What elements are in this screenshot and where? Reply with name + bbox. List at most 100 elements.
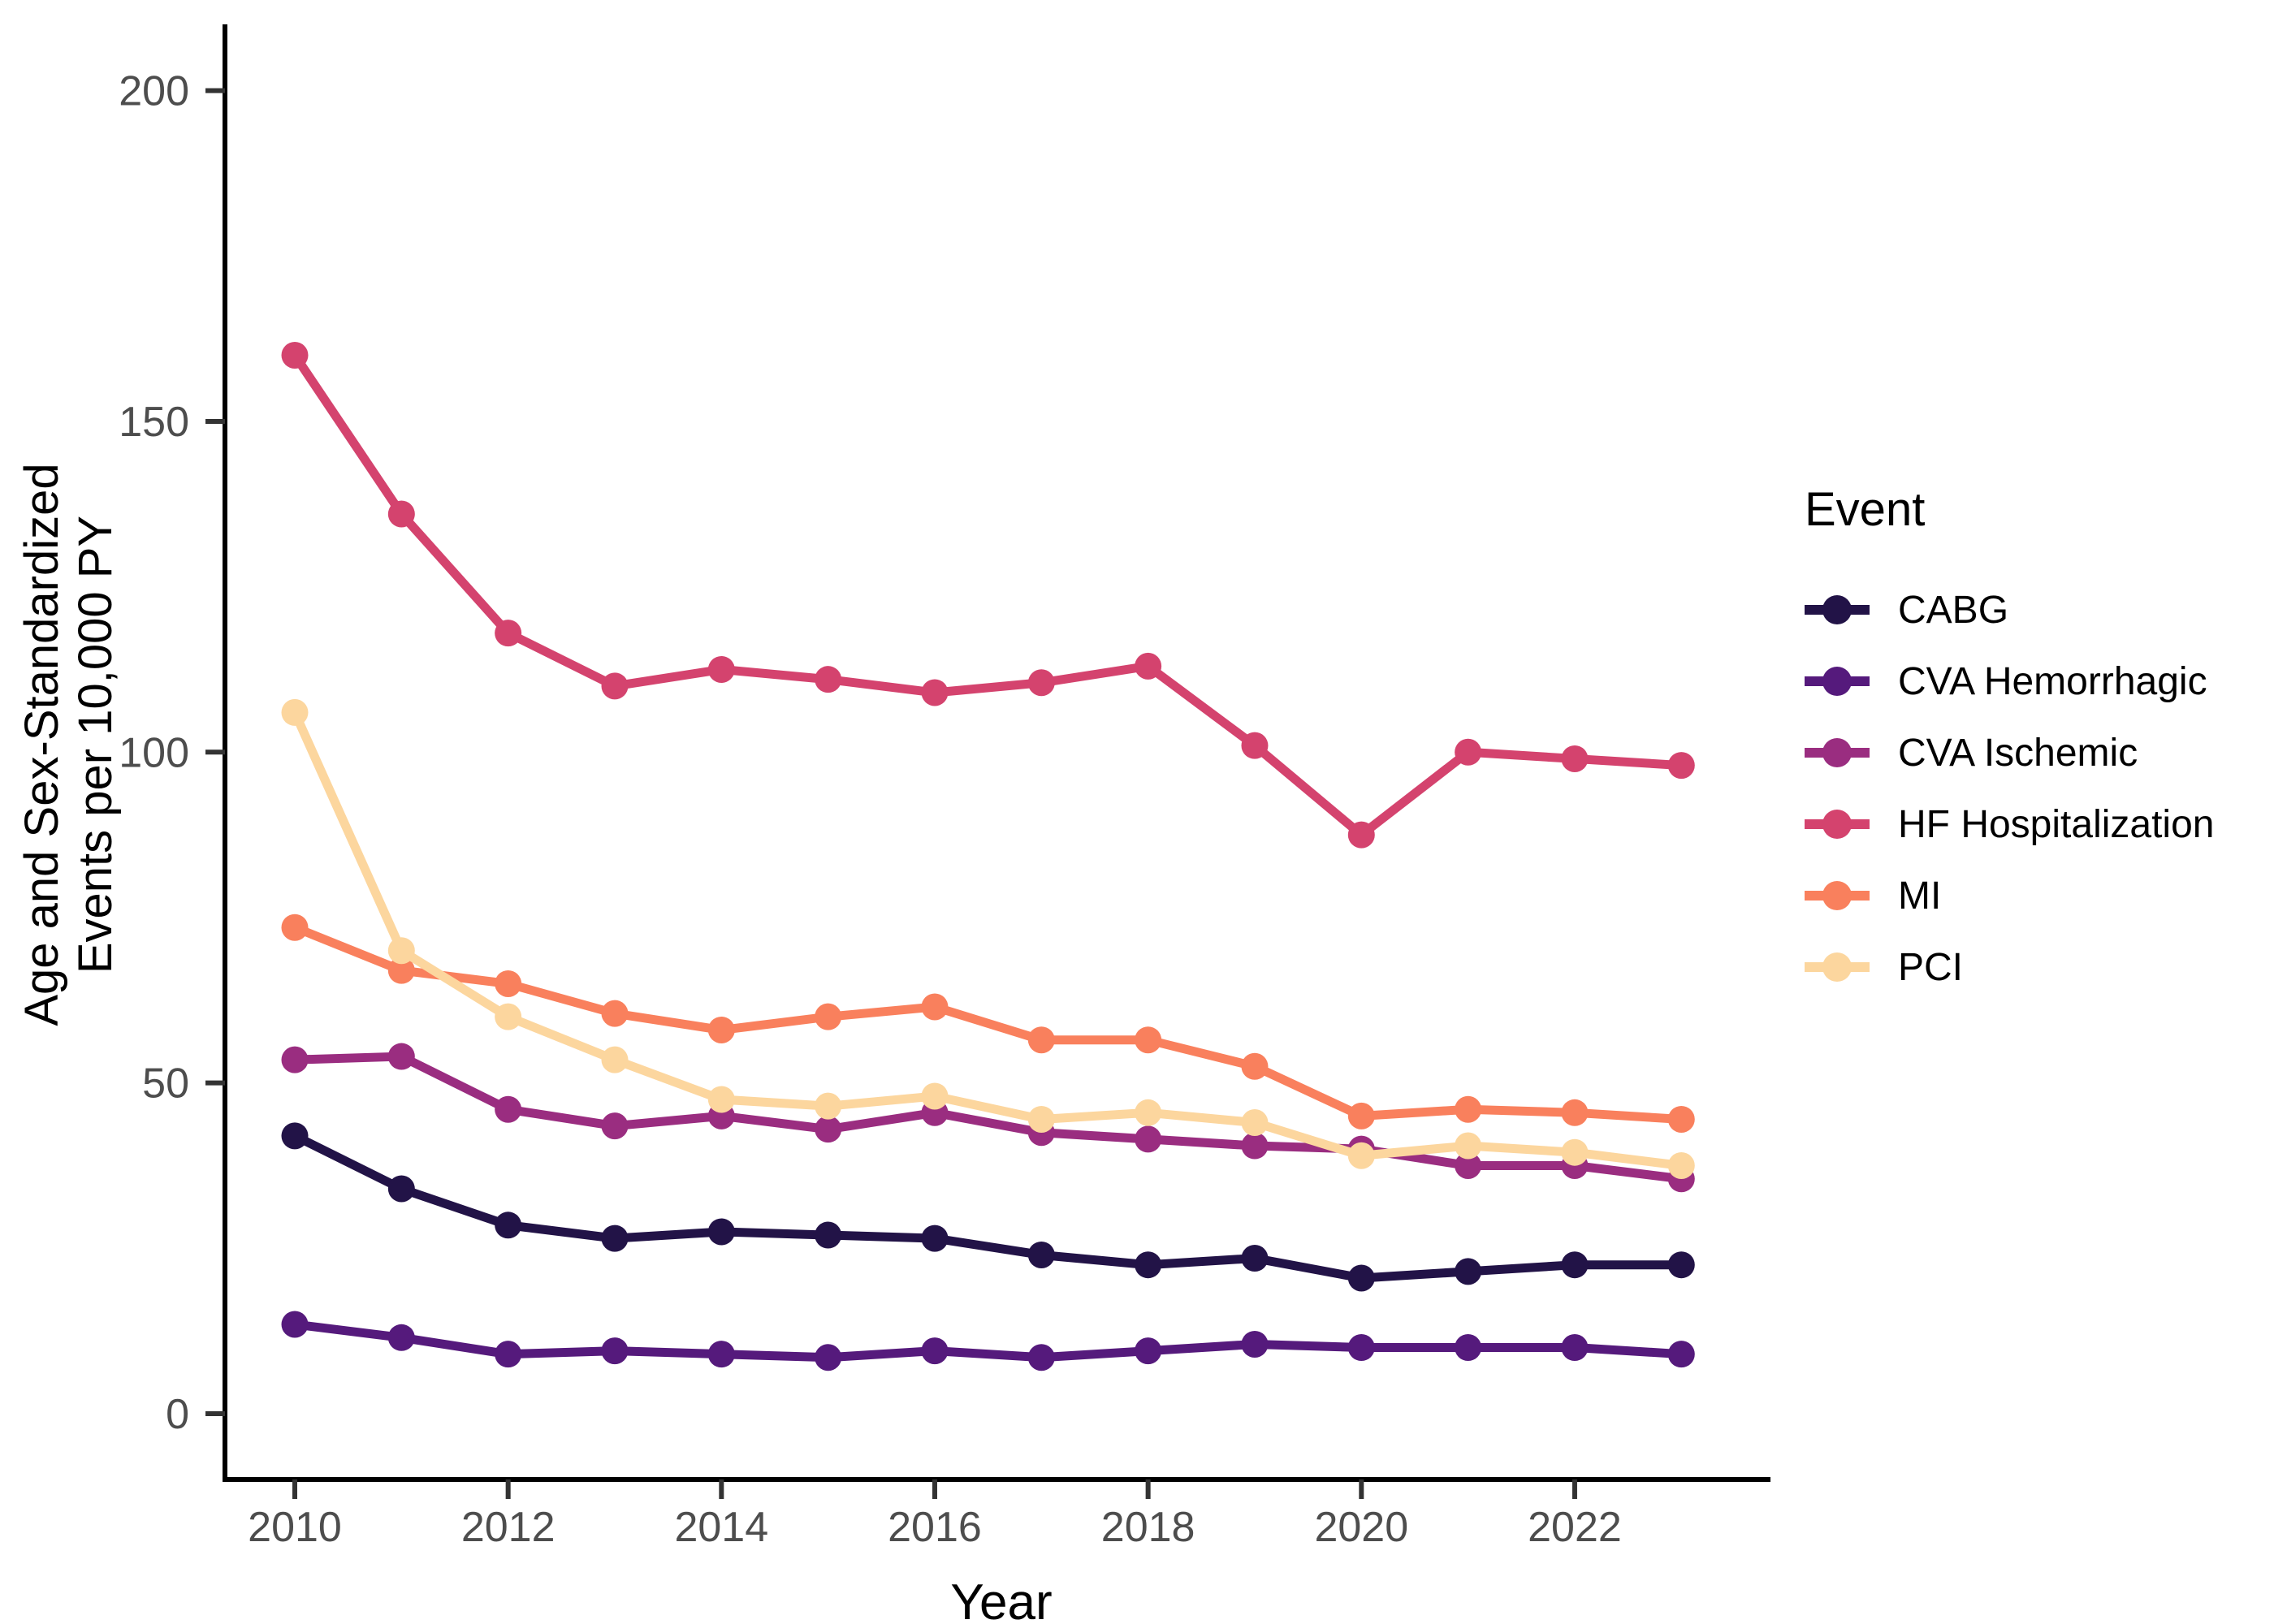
legend-key-icon [1805,808,1870,840]
data-point [387,957,415,984]
data-point [921,679,949,706]
data-point [1027,1026,1055,1054]
data-point [281,698,309,726]
legend-key-dot [1822,738,1852,767]
series-cva-hemorrhagic [281,1311,1695,1371]
legend-item-label: CABG [1898,588,2009,632]
data-point [921,1337,949,1365]
data-point [1455,738,1482,766]
data-point [1027,1105,1055,1133]
data-point [387,1175,415,1203]
series-line [291,352,1682,840]
series-hf-hospitalization [281,341,1695,849]
data-point [707,1016,735,1043]
legend-key-icon [1805,951,1870,983]
data-point [1241,1052,1269,1080]
data-point [707,1218,735,1246]
legend-item-cva-hemorrhagic: CVA Hemorrhagic [1805,646,2214,717]
x-tick-label: 2016 [888,1504,982,1551]
data-point [1455,1258,1482,1285]
legend-items: CABG CVA Hemorrhagic CVA Ischemic HF Hospit… [1805,574,2214,1003]
legend-item-pci: PCI [1805,931,2214,1003]
data-point [1241,1245,1269,1272]
y-axis-title-line1: Age and Sex-Standardized [15,463,68,1026]
x-tick-label: 2018 [1101,1504,1195,1551]
data-point [1135,1026,1162,1054]
legend-item-hf-hospitalization: HF Hospitalization [1805,788,2214,860]
data-point [1241,1132,1269,1160]
x-tick-label: 2022 [1528,1504,1622,1551]
series-mi [281,914,1695,1133]
data-point [601,1224,629,1252]
data-point [1241,1330,1269,1358]
data-point [1561,1334,1589,1362]
data-point [1455,1132,1482,1160]
series-cva-ischemic [281,1043,1695,1193]
series-line [294,1320,1682,1363]
data-point [1667,752,1695,780]
data-point [1561,1138,1589,1166]
data-point [495,1341,522,1368]
legend-key-icon [1805,594,1870,626]
data-point [601,672,629,700]
data-point [387,1324,415,1351]
data-point [1347,821,1375,849]
series-line [292,1131,1682,1283]
series-line [292,923,1682,1124]
data-point [1027,1241,1055,1268]
legend-item-mi: MI [1805,860,2214,931]
data-point [495,1212,522,1239]
data-point [1027,1344,1055,1371]
legend-key-dot [1822,881,1852,910]
data-point [815,1344,842,1371]
legend-key-dot [1822,952,1852,982]
legend-key-dot [1822,595,1852,624]
y-tick-label: 200 [119,68,189,115]
y-tick-label: 0 [166,1391,189,1438]
x-tick-label: 2014 [674,1504,768,1551]
series-line [290,710,1682,1170]
data-point [495,1003,522,1030]
data-point [921,993,949,1021]
data-point [1241,1109,1269,1137]
data-point [1561,745,1589,772]
legend-item-cabg: CABG [1805,574,2214,646]
data-point [921,1082,949,1110]
data-point [815,666,842,693]
legend-item-cva-ischemic: CVA Ischemic [1805,717,2214,788]
legend-item-label: CVA Ischemic [1898,731,2138,775]
data-point [1027,669,1055,697]
data-point [495,970,522,997]
legend: Event CABG CVA Hemorrhagic CVA Ischemic HF … [1805,482,2214,1003]
data-point [281,1046,309,1073]
data-point [707,1341,735,1368]
data-point [1135,1099,1162,1126]
series-line [294,1052,1682,1184]
data-point [495,620,522,647]
x-axis-title: Year [950,1574,1053,1624]
legend-item-label: MI [1898,874,1942,918]
y-tick-label: 100 [119,729,189,776]
y-axis-title-line2: Events per 10,000 PY [69,515,122,974]
data-point [1135,1125,1162,1153]
x-tick-label: 2012 [461,1504,556,1551]
data-point [387,937,415,965]
data-point [281,341,309,369]
y-tick-label: 50 [142,1060,189,1108]
legend-key-icon [1805,879,1870,912]
data-point [1561,1099,1589,1126]
data-point [1347,1142,1375,1169]
data-point [1455,1095,1482,1123]
y-tick-label: 150 [119,399,189,446]
data-point [387,1043,415,1070]
data-point [601,1000,629,1027]
x-tick-label: 2010 [248,1504,342,1551]
data-point [1347,1334,1375,1362]
data-point [707,655,735,683]
data-point [281,1311,309,1338]
data-point [815,1003,842,1030]
series-pci [281,698,1695,1179]
data-point [1241,732,1269,759]
data-point [707,1086,735,1113]
data-point [495,1095,522,1123]
